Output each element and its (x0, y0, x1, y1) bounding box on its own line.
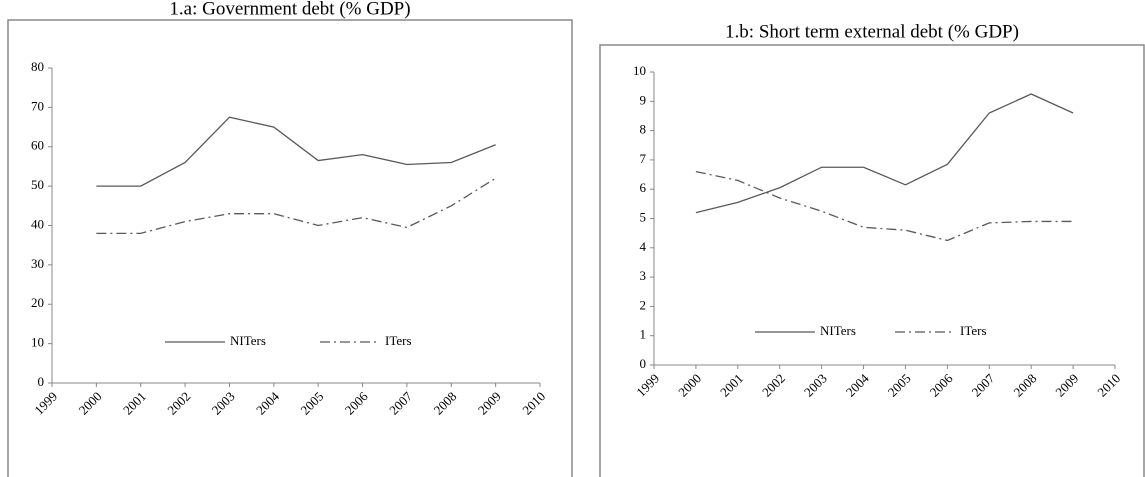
series-line (96, 177, 496, 235)
y-tick-label: 2 (640, 297, 647, 312)
y-tick-label: 10 (31, 335, 44, 350)
x-tick-label: 2005 (297, 389, 326, 418)
x-tick-label: 2010 (1094, 371, 1123, 400)
x-tick-label: 2009 (1052, 371, 1081, 400)
y-tick-label: 70 (31, 98, 44, 113)
legend-label: NITers (820, 323, 856, 338)
legend-label: ITers (960, 323, 987, 338)
y-tick-label: 4 (640, 239, 647, 254)
x-tick-label: 2001 (717, 371, 746, 400)
chart-title: 1.b: Short term external debt (% GDP) (725, 21, 1019, 42)
y-tick-label: 60 (31, 138, 44, 153)
x-tick-label: 2005 (885, 371, 914, 400)
chart-title: 1.a: Government debt (% GDP) (169, 0, 410, 19)
x-tick-label: 2006 (927, 370, 956, 399)
y-tick-label: 9 (640, 92, 647, 107)
x-tick-label: 1999 (31, 389, 60, 418)
y-tick-label: 5 (640, 209, 647, 224)
x-tick-label: 2010 (519, 389, 548, 418)
y-tick-label: 80 (31, 59, 44, 74)
legend-label: ITers (385, 333, 412, 348)
series-line (695, 170, 1074, 242)
y-tick-label: 40 (31, 216, 44, 231)
x-tick-label: 2007 (386, 388, 415, 417)
y-tick-label: 20 (31, 295, 44, 310)
y-tick-label: 8 (640, 122, 647, 137)
y-tick-label: 1 (640, 327, 647, 342)
y-tick-label: 7 (640, 151, 647, 166)
panel-border (599, 44, 1145, 477)
x-tick-label: 2001 (120, 389, 149, 418)
x-tick-label: 2007 (969, 370, 998, 399)
y-tick-label: 10 (633, 63, 646, 78)
y-tick-label: 3 (640, 268, 647, 283)
x-tick-label: 2002 (759, 371, 788, 400)
y-tick-label: 0 (640, 356, 647, 371)
y-tick-label: 6 (640, 180, 647, 195)
x-tick-label: 2008 (431, 389, 460, 418)
x-tick-label: 2004 (843, 370, 872, 399)
series-line (96, 116, 496, 187)
legend-label: NITers (230, 333, 266, 348)
x-tick-label: 2004 (253, 388, 282, 417)
x-tick-label: 2009 (475, 389, 504, 418)
panel-border (7, 19, 573, 477)
y-tick-label: 30 (31, 256, 44, 271)
x-tick-label: 2002 (164, 389, 193, 418)
x-tick-label: 2008 (1010, 371, 1039, 400)
series-line (695, 93, 1074, 214)
x-tick-label: 2000 (675, 371, 704, 400)
y-tick-label: 50 (31, 177, 44, 192)
y-tick-label: 0 (38, 374, 45, 389)
x-tick-label: 2000 (76, 389, 105, 418)
x-tick-label: 2006 (342, 388, 371, 417)
x-tick-label: 2003 (801, 371, 830, 400)
x-tick-label: 2003 (209, 389, 238, 418)
x-tick-label: 1999 (633, 371, 662, 400)
